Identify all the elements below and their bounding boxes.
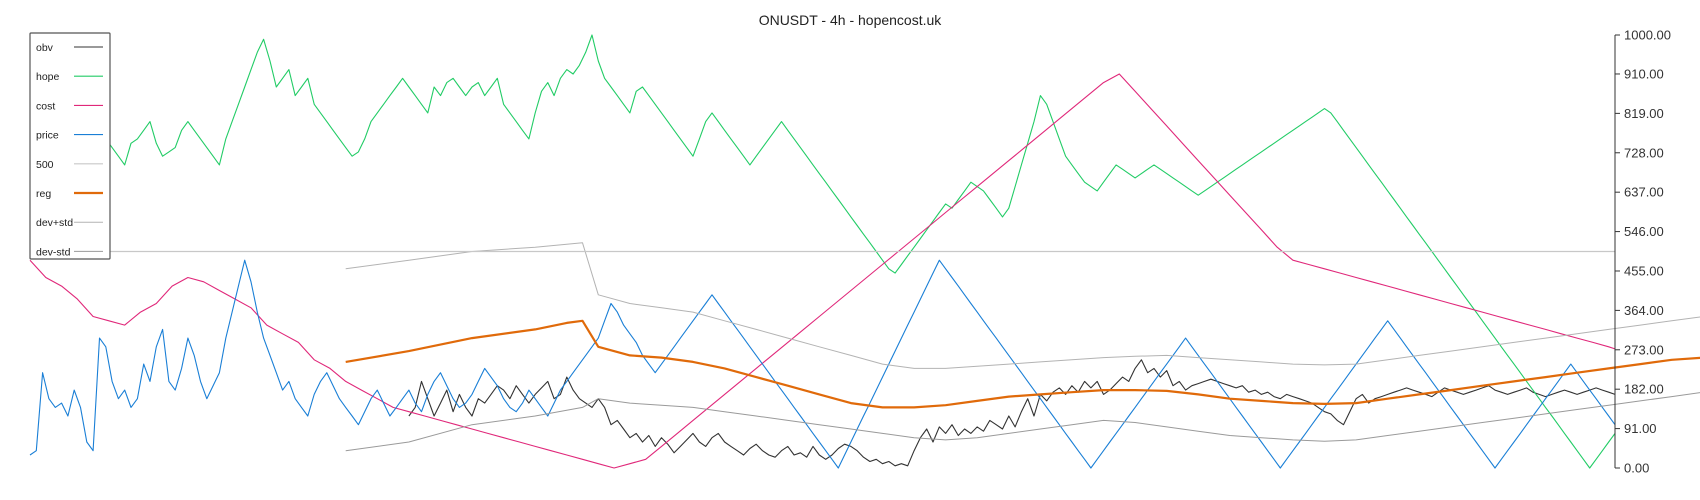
y-tick-label: 728.00 [1624,145,1664,160]
y-tick-label: 637.00 [1624,185,1664,200]
series-line-dev-std [345,242,1700,369]
y-tick-label: 910.00 [1624,66,1664,81]
y-tick-label: 1000.00 [1624,28,1671,43]
y-tick-label: 91.00 [1624,421,1657,436]
legend-box [29,32,111,260]
series-line-dev-std [345,392,1700,452]
legend-label: price [36,130,59,142]
series-line-obv [408,359,1616,467]
y-tick-label: 0.00 [1624,461,1649,476]
legend-label: hope [36,71,60,83]
legend-label: obv [36,42,54,54]
series-line-price [29,259,1616,469]
legend-label: reg [36,188,51,200]
y-tick-label: 364.00 [1624,303,1664,318]
chart-title: ONUSDT - 4h - hopencost.uk [759,12,943,28]
y-tick-label: 273.00 [1624,342,1664,357]
legend-label: dev-std [36,246,71,258]
series-line-reg [345,319,1700,409]
legend-label: 500 [36,159,54,171]
series-line-hope [29,34,1616,469]
y-tick-label: 455.00 [1624,263,1664,278]
y-tick-label: 182.00 [1624,382,1664,397]
y-tick-label: 546.00 [1624,224,1664,239]
series-line-cost [29,73,1616,469]
legend: obv hope cost price 500 reg dev+std dev-std [29,32,111,260]
y-tick-label: 819.00 [1624,106,1664,121]
legend-label: dev+std [36,217,73,229]
y-axis-right: 1000.00 910.00 819.00 728.00 637.00 546.00 455… [1614,28,1671,476]
legend-label: cost [36,100,55,112]
plot-lines [29,34,1700,469]
